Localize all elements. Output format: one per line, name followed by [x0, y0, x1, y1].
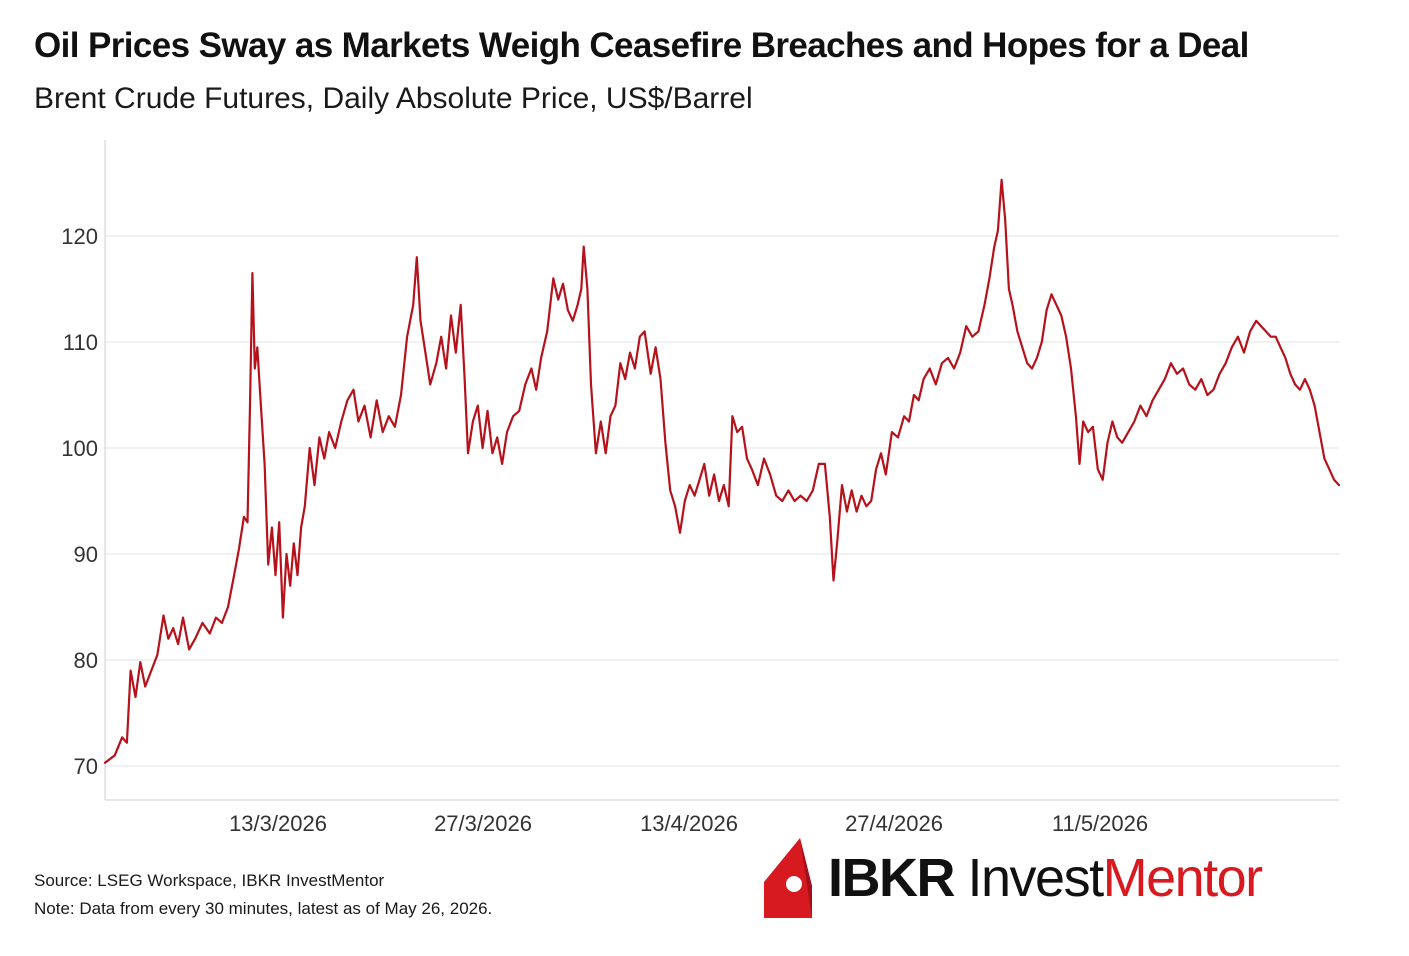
x-tick-label: 27/3/2026 [434, 811, 532, 836]
series [103, 178, 1341, 764]
y-tick-label: 120 [61, 224, 98, 249]
ibkr-logo-mark-icon [764, 838, 812, 918]
y-tick-label: 70 [74, 754, 98, 779]
price-series-line [103, 178, 1341, 764]
logo-wordmark: IBKR InvestMentor [828, 842, 1264, 914]
x-tick-labels: 13/3/2026 27/3/2026 13/4/2026 27/4/2026 11/5… [229, 811, 1148, 836]
y-tick-label: 100 [61, 436, 98, 461]
axes [104, 140, 1339, 801]
x-tick-label: 13/4/2026 [640, 811, 738, 836]
chart-title: Oil Prices Sway as Markets Weigh Ceasefi… [34, 26, 1249, 65]
logo-invest: Invest [967, 848, 1105, 908]
y-tick-label: 80 [74, 648, 98, 673]
data-note: Note: Data from every 30 minutes, latest… [34, 899, 493, 918]
y-tick-label: 110 [63, 330, 98, 355]
logo-mentor: Mentor [1102, 848, 1264, 908]
source-note: Source: LSEG Workspace, IBKR InvestMento… [34, 871, 385, 890]
x-tick-label: 11/5/2026 [1052, 811, 1148, 836]
logo-ibkr: IBKR [828, 848, 956, 908]
chart-subtitle: Brent Crude Futures, Daily Absolute Pric… [34, 82, 753, 115]
ibkr-investmentor-logo: IBKR InvestMentor [760, 838, 1360, 922]
x-tick-label: 13/3/2026 [229, 811, 327, 836]
line-chart: 70 80 90 100 110 120 13/3/2026 27/3/2026 13/4/2… [61, 140, 1341, 836]
y-tick-label: 90 [74, 542, 98, 567]
y-tick-labels: 70 80 90 100 110 120 [61, 224, 98, 779]
x-tick-label: 27/4/2026 [845, 811, 943, 836]
gridlines [105, 235, 1339, 767]
